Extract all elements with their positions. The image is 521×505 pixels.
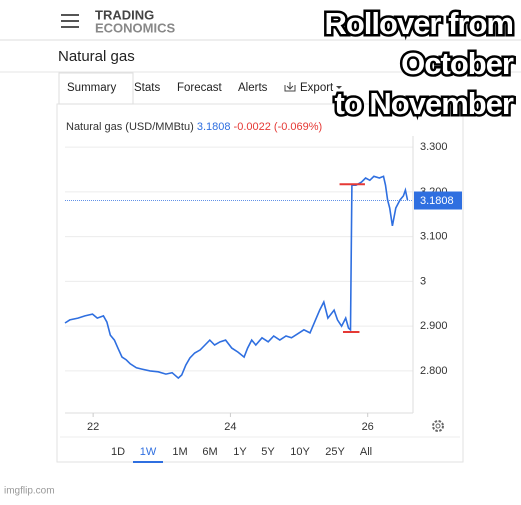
caption-line: to November bbox=[335, 86, 514, 121]
range-button[interactable]: 10Y bbox=[290, 446, 310, 458]
last-value-tag-label: 3.1808 bbox=[420, 195, 454, 207]
x-tick-label: 26 bbox=[362, 421, 374, 433]
tab[interactable]: Alerts bbox=[238, 82, 268, 94]
last-value-tag bbox=[414, 191, 462, 210]
price-line bbox=[64, 175, 409, 380]
range-button[interactable]: 25Y bbox=[325, 446, 345, 458]
y-tick-label: 2.800 bbox=[420, 365, 448, 377]
tab[interactable]: Summary bbox=[67, 82, 116, 94]
overlay-caption: Rollover from October to November bbox=[324, 6, 513, 121]
y-tick-label: 3 bbox=[420, 275, 426, 287]
tab[interactable]: Export bbox=[300, 82, 334, 94]
y-tick-label: 2.900 bbox=[420, 320, 448, 332]
chart-header: Natural gas (USD/MMBtu) 3.1808 -0.0022 (… bbox=[66, 121, 322, 133]
range-button[interactable]: 1D bbox=[111, 446, 125, 458]
caption-line: October bbox=[401, 46, 514, 81]
range-button[interactable]: All bbox=[360, 446, 372, 458]
export-icon bbox=[284, 82, 296, 92]
range-button[interactable]: 1Y bbox=[233, 446, 247, 458]
page-title: Natural gas bbox=[58, 48, 135, 65]
caption-line: Rollover from bbox=[324, 6, 513, 41]
range-button[interactable]: 6M bbox=[202, 446, 217, 458]
caret bbox=[336, 86, 342, 89]
y-tick-label: 3.100 bbox=[420, 231, 448, 243]
chart-title: Natural gas (USD/MMBtu) bbox=[66, 121, 194, 133]
logo[interactable]: ECONOMICS bbox=[95, 20, 176, 35]
change-percent: (-0.069%) bbox=[274, 121, 322, 133]
range-button[interactable]: 5Y bbox=[261, 446, 275, 458]
watermark: imgflip.com bbox=[4, 486, 55, 497]
settings-icon[interactable] bbox=[432, 420, 444, 432]
logo[interactable]: TRADING bbox=[95, 7, 154, 22]
range-button[interactable]: 1W bbox=[140, 446, 157, 458]
menu-icon[interactable] bbox=[61, 14, 79, 28]
change: -0.0022 bbox=[234, 121, 271, 133]
tab-active bbox=[58, 72, 134, 105]
last-value: 3.1808 bbox=[197, 121, 231, 133]
range-active bbox=[133, 461, 163, 463]
chart-panel bbox=[56, 103, 464, 463]
y-tick-label: 3.300 bbox=[420, 141, 448, 153]
tab[interactable]: Forecast bbox=[177, 82, 223, 94]
x-tick-label: 22 bbox=[87, 421, 99, 433]
x-tick-label: 24 bbox=[224, 421, 236, 433]
tab[interactable]: Stats bbox=[134, 82, 160, 94]
range-button[interactable]: 1M bbox=[172, 446, 187, 458]
